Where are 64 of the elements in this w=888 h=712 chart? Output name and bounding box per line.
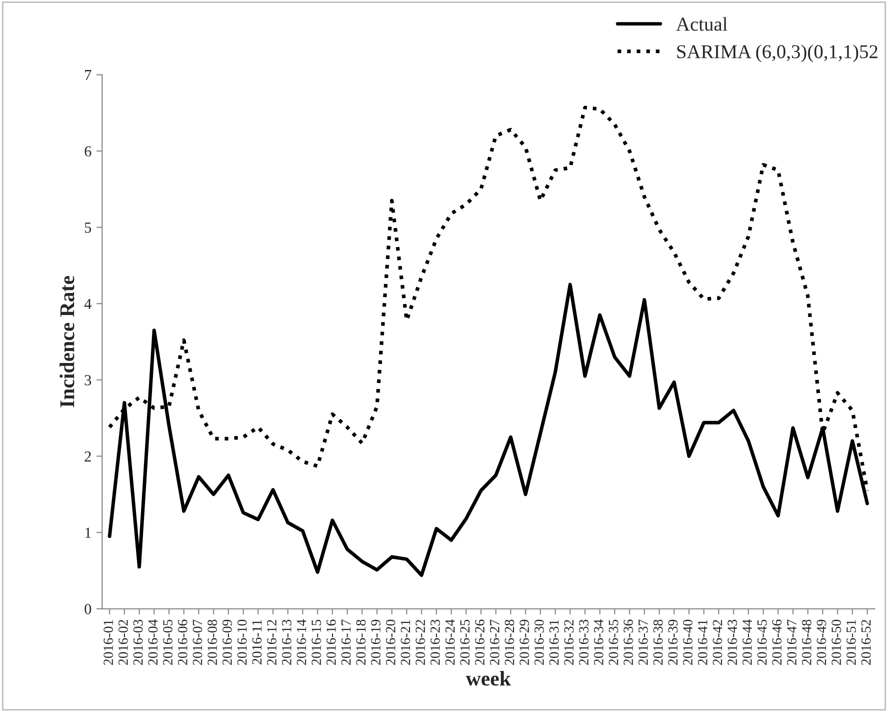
x-tick-label: 2016-42 <box>712 620 722 665</box>
x-tick-label: 2016-39 <box>668 620 678 665</box>
x-tick-label: 2016-02 <box>118 620 128 665</box>
x-tick-label: 2016-22 <box>416 620 426 665</box>
x-tick-label: 2016-28 <box>504 620 514 665</box>
x-tick-label: 2016-33 <box>579 620 588 665</box>
x-tick-label: 2016-24 <box>445 619 455 665</box>
x-tick-label: 2016-12 <box>267 620 276 665</box>
x-tick-label: 2016-29 <box>520 620 530 665</box>
x-tick-label: 2016-31 <box>549 620 559 665</box>
y-tick-label: 4 <box>84 298 92 309</box>
x-tick-label: 2016-05 <box>163 620 172 665</box>
x-tick-label: 2016-25 <box>460 620 470 665</box>
x-tick-label: 2016-19 <box>371 620 380 665</box>
y-tick-label: 0 <box>84 604 92 614</box>
legend-label: SARIMA (6,0,3)(0,1,1)52 <box>677 44 878 62</box>
x-tick-label: 2016-21 <box>400 620 410 665</box>
x-tick-label: 2016-27 <box>490 620 500 665</box>
x-tick-label: 2016-45 <box>757 620 767 665</box>
y-tick-label: 5 <box>84 222 92 233</box>
x-tick-label: 2016-18 <box>356 620 366 665</box>
y-tick-label: 2 <box>84 451 91 462</box>
x-tick-label: 2016-09 <box>222 620 232 665</box>
x-tick-label: 2016-23 <box>430 620 440 665</box>
x-tick-label: 2016-14 <box>296 619 306 665</box>
x-tick-label: 2016-38 <box>653 620 663 665</box>
x-tick-label: 2016-44 <box>742 619 752 665</box>
x-tick-label: 2016-16 <box>326 620 336 665</box>
x-tick-label: 2016-32 <box>564 620 574 665</box>
x-axis-title: week <box>466 671 511 686</box>
x-tick-label: 2016-15 <box>312 620 322 665</box>
x-tick-label: 2016-08 <box>208 620 218 665</box>
x-tick-label: 2016-52 <box>861 620 871 665</box>
x-tick-label: 2016-43 <box>728 620 738 665</box>
y-tick-label: 1 <box>85 528 91 538</box>
x-tick-label: 2016-49 <box>816 620 826 665</box>
x-tick-label: 2016-01 <box>104 620 114 665</box>
x-tick-label: 2016-46 <box>772 620 782 665</box>
x-tick-label: 2016-41 <box>698 620 708 665</box>
x-tick-label: 2016-50 <box>832 620 842 665</box>
x-tick-label: 2016-04 <box>148 619 158 665</box>
x-tick-label: 2016-47 <box>787 620 796 665</box>
x-tick-label: 2016-11 <box>252 620 262 664</box>
x-tick-label: 2016-48 <box>802 620 812 665</box>
x-tick-label: 2016-37 <box>638 620 648 665</box>
x-tick-label: 2016-17 <box>341 620 351 665</box>
legend-label: Actual <box>676 17 728 31</box>
y-tick-label: 7 <box>85 70 92 80</box>
x-tick-label: 2016-40 <box>683 620 692 665</box>
x-tick-label: 2016-51 <box>846 620 856 665</box>
x-tick-label: 2016-10 <box>237 620 247 665</box>
y-axis-title: Incidence Rate <box>60 276 74 408</box>
x-tick-label: 2016-13 <box>282 620 292 665</box>
x-tick-label: 2016-34 <box>594 619 604 665</box>
x-tick-label: 2016-35 <box>608 620 618 665</box>
y-tick-label: 6 <box>84 146 92 156</box>
x-tick-label: 2016-20 <box>386 620 396 665</box>
x-tick-label: 2016-06 <box>178 620 188 665</box>
x-tick-label: 2016-07 <box>192 620 202 665</box>
x-tick-label: 2016-36 <box>624 620 634 665</box>
x-tick-label: 2016-30 <box>534 620 544 665</box>
x-tick-label: 2016-03 <box>133 620 143 665</box>
x-tick-label: 2016-26 <box>475 620 484 665</box>
y-tick-label: 3 <box>84 375 92 386</box>
